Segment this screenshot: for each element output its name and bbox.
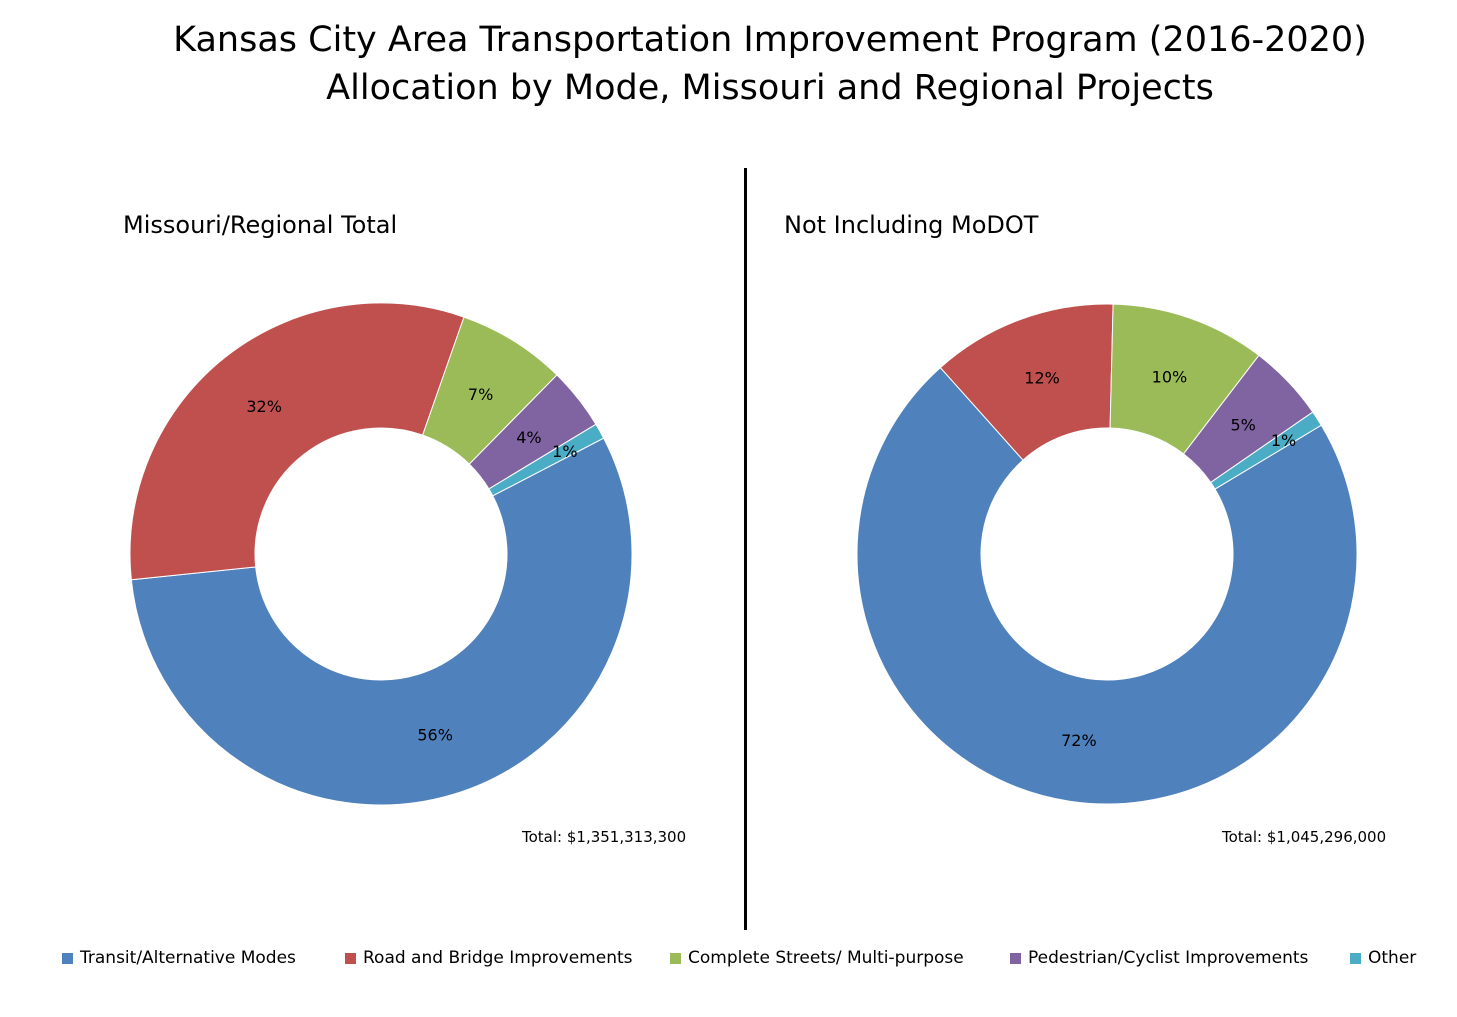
legend-swatch-transit bbox=[62, 952, 73, 964]
legend-item-complete-streets: Complete Streets/ Multi-purpose bbox=[670, 948, 964, 968]
right-label-complete-streets: 10% bbox=[1152, 368, 1188, 387]
right-label-pedestrian-cyclist: 5% bbox=[1230, 415, 1255, 434]
legend-label-road-bridge: Road and Bridge Improvements bbox=[363, 948, 633, 968]
legend-swatch-pedestrian-cyclist bbox=[1010, 952, 1021, 964]
chart-title-line-1: Kansas City Area Transportation Improvem… bbox=[173, 20, 1367, 60]
left-label-transit: 56% bbox=[417, 726, 453, 745]
legend: Transit/Alternative Modes Road and Bridge… bbox=[0, 948, 1457, 972]
legend-item-other: Other bbox=[1350, 948, 1416, 968]
legend-swatch-road-bridge bbox=[345, 952, 356, 964]
chart-divider bbox=[744, 168, 747, 930]
left-chart-total: Total: $1,351,313,300 bbox=[522, 828, 687, 846]
left-label-road-bridge: 32% bbox=[246, 397, 282, 416]
left-label-complete-streets: 7% bbox=[468, 385, 493, 404]
chart-title-line-2: Allocation by Mode, Missouri and Regiona… bbox=[326, 68, 1214, 108]
right-slice-transit bbox=[856, 366, 1358, 805]
left-slice-other bbox=[488, 423, 605, 497]
legend-label-other: Other bbox=[1368, 948, 1417, 968]
legend-item-transit: Transit/Alternative Modes bbox=[62, 948, 296, 968]
left-chart-subtitle: Missouri/Regional Total bbox=[123, 211, 398, 239]
legend-item-road-bridge: Road and Bridge Improvements bbox=[345, 948, 633, 968]
right-chart-total: Total: $1,045,296,000 bbox=[1222, 828, 1387, 846]
legend-swatch-complete-streets bbox=[670, 952, 681, 964]
left-slice-road-bridge bbox=[129, 302, 465, 581]
left-slice-transit bbox=[130, 437, 633, 806]
left-label-other: 1% bbox=[552, 442, 577, 461]
legend-swatch-other bbox=[1350, 952, 1361, 964]
right-donut-chart: 72% 12% 10% 5% 1% bbox=[856, 303, 1358, 805]
right-label-other: 1% bbox=[1271, 431, 1296, 450]
legend-label-pedestrian-cyclist: Pedestrian/Cyclist Improvements bbox=[1028, 948, 1309, 968]
legend-label-complete-streets: Complete Streets/ Multi-purpose bbox=[688, 948, 964, 968]
left-donut-chart: 56% 32% 7% 4% 1% bbox=[129, 302, 633, 806]
chart-title: Kansas City Area Transportation Improvem… bbox=[0, 16, 1457, 112]
right-chart-subtitle: Not Including MoDOT bbox=[784, 211, 1039, 239]
right-label-road-bridge: 12% bbox=[1024, 369, 1060, 388]
left-label-pedestrian-cyclist: 4% bbox=[516, 428, 541, 447]
legend-item-pedestrian-cyclist: Pedestrian/Cyclist Improvements bbox=[1010, 948, 1308, 968]
right-label-transit: 72% bbox=[1061, 731, 1097, 750]
legend-label-transit: Transit/Alternative Modes bbox=[80, 948, 296, 968]
right-slice-other bbox=[1210, 411, 1322, 490]
